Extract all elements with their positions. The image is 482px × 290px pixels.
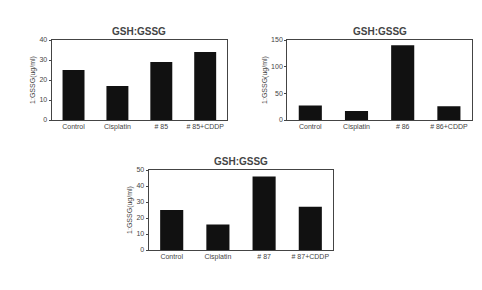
svg-text:30: 30 — [39, 56, 47, 63]
svg-text:# 87+CDDP: # 87+CDDP — [292, 253, 330, 260]
svg-text:10: 10 — [136, 230, 144, 237]
svg-text:# 86+CDDP: # 86+CDDP — [430, 123, 468, 130]
svg-text:1:GSSG(ug/ml): 1:GSSG(ug/ml) — [29, 56, 37, 104]
svg-text:50: 50 — [136, 166, 144, 173]
svg-text:20: 20 — [136, 214, 144, 221]
svg-text:40: 40 — [39, 36, 47, 43]
svg-text:# 85+CDDP: # 85+CDDP — [186, 123, 224, 130]
svg-text:# 85: # 85 — [154, 123, 168, 130]
svg-text:Control: Control — [160, 253, 183, 260]
svg-text:0: 0 — [43, 116, 47, 123]
svg-text:Control: Control — [62, 123, 85, 130]
svg-text:GSH:GSSG: GSH:GSSG — [353, 26, 407, 37]
svg-text:20: 20 — [39, 76, 47, 83]
svg-text:100: 100 — [271, 63, 283, 70]
svg-text:10: 10 — [39, 96, 47, 103]
svg-text:GSH:GSSG: GSH:GSSG — [112, 26, 166, 37]
svg-text:30: 30 — [136, 198, 144, 205]
svg-text:# 87: # 87 — [257, 253, 271, 260]
svg-text:Control: Control — [299, 123, 322, 130]
svg-text:Cisplatin: Cisplatin — [104, 123, 131, 131]
svg-text:# 86: # 86 — [396, 123, 410, 130]
svg-text:Cisplatin: Cisplatin — [343, 123, 370, 131]
svg-text:0: 0 — [140, 246, 144, 253]
svg-text:0: 0 — [279, 116, 283, 123]
svg-text:150: 150 — [271, 36, 283, 43]
svg-text:50: 50 — [275, 90, 283, 97]
svg-text:1:GSSG(ug/ml): 1:GSSG(ug/ml) — [261, 56, 269, 104]
svg-text:40: 40 — [136, 182, 144, 189]
svg-text:1:GSSG(ug/ml): 1:GSSG(ug/ml) — [126, 186, 134, 234]
svg-text:GSH:GSSG: GSH:GSSG — [214, 156, 268, 167]
svg-text:Cisplatin: Cisplatin — [204, 253, 231, 261]
